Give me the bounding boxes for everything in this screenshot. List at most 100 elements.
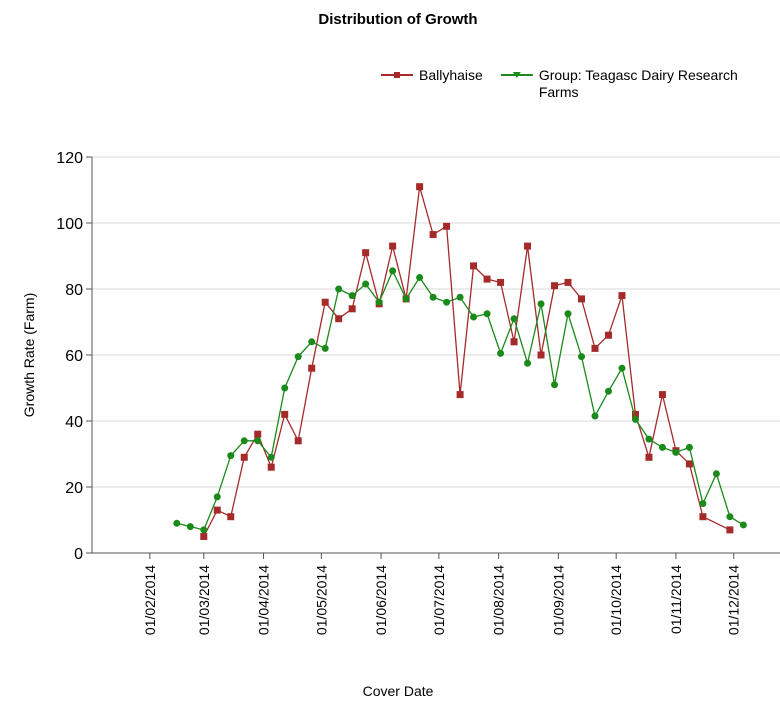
point — [335, 315, 343, 323]
x-axis-title: Cover Date — [363, 683, 434, 699]
point — [348, 305, 356, 313]
x-tick-label: 01/02/2014 — [142, 565, 158, 635]
legend-marker — [512, 72, 521, 78]
point — [699, 513, 707, 521]
legend-label-line: Farms — [539, 84, 579, 100]
point — [483, 275, 491, 283]
series-line — [203, 186, 731, 537]
x-tick-label: 01/12/2014 — [726, 565, 742, 635]
point — [564, 310, 572, 318]
point — [375, 298, 383, 306]
point — [281, 384, 289, 392]
point — [726, 513, 734, 521]
point — [213, 493, 221, 501]
point — [402, 295, 410, 303]
x-tick-label: 01/05/2014 — [313, 565, 329, 635]
point — [618, 292, 626, 300]
point — [578, 353, 586, 361]
x-tick-label: 01/08/2014 — [491, 565, 507, 635]
point — [470, 262, 478, 270]
chart-title: Distribution of Growth — [318, 11, 477, 28]
x-tick-label: 01/04/2014 — [256, 565, 272, 635]
point — [497, 278, 505, 286]
point — [213, 506, 221, 514]
x-tick-label: 01/10/2014 — [608, 565, 624, 635]
point — [726, 526, 734, 534]
point — [631, 415, 639, 423]
point — [308, 338, 316, 346]
point — [578, 295, 586, 303]
series-line — [176, 269, 744, 531]
point — [658, 443, 666, 451]
x-tick-label: 01/07/2014 — [431, 565, 447, 635]
point — [389, 242, 397, 250]
point — [551, 282, 559, 290]
point — [443, 298, 451, 306]
point — [186, 523, 194, 531]
point — [173, 519, 181, 527]
point — [537, 300, 545, 308]
point — [645, 453, 653, 461]
point — [497, 349, 505, 357]
legend-label: Group: Teagasc Dairy Research Farms — [539, 67, 738, 100]
x-tick-label: 01/03/2014 — [196, 565, 212, 635]
point — [699, 500, 707, 507]
point — [483, 310, 491, 318]
x-tick-label: 01/06/2014 — [373, 565, 389, 635]
point — [672, 448, 680, 456]
point — [510, 338, 518, 346]
point — [604, 387, 612, 395]
point — [443, 222, 451, 230]
point — [362, 280, 370, 288]
point — [416, 183, 424, 191]
point — [227, 452, 235, 460]
point — [416, 273, 424, 281]
point — [240, 437, 248, 445]
point — [712, 470, 720, 478]
point — [551, 381, 559, 389]
x-tick-label: 01/09/2014 — [550, 565, 566, 635]
point — [335, 285, 343, 293]
point — [281, 410, 289, 418]
y-axis-title: Growth Rate (Farm) — [21, 293, 37, 417]
point — [591, 344, 599, 352]
y-tick-label: 80 — [65, 282, 83, 299]
point — [267, 453, 275, 461]
point — [429, 231, 437, 239]
point — [456, 391, 464, 399]
point — [470, 313, 478, 321]
point — [200, 533, 208, 540]
point — [308, 364, 316, 372]
point — [227, 513, 235, 521]
legend-marker — [394, 72, 400, 78]
point — [739, 521, 747, 529]
y-tick-label: 0 — [74, 546, 83, 563]
point — [389, 267, 397, 275]
y-tick-label: 40 — [65, 414, 83, 431]
point — [254, 430, 262, 438]
point — [524, 242, 532, 250]
point — [631, 410, 639, 418]
point — [685, 460, 693, 468]
point — [294, 437, 302, 445]
point — [604, 331, 612, 339]
point — [685, 443, 693, 451]
y-tick-label: 20 — [65, 480, 83, 497]
point — [321, 298, 329, 306]
point — [510, 315, 518, 323]
point — [294, 353, 302, 361]
point — [456, 293, 464, 301]
legend-label: Ballyhaise — [419, 67, 483, 83]
point — [240, 453, 248, 461]
x-tick-label: 01/11/2014 — [668, 565, 684, 634]
point — [200, 526, 208, 534]
point — [254, 437, 262, 445]
point — [645, 435, 653, 443]
y-tick-label: 120 — [56, 150, 83, 167]
point — [537, 351, 545, 359]
point — [267, 463, 275, 471]
point — [321, 344, 329, 352]
point — [591, 412, 599, 420]
